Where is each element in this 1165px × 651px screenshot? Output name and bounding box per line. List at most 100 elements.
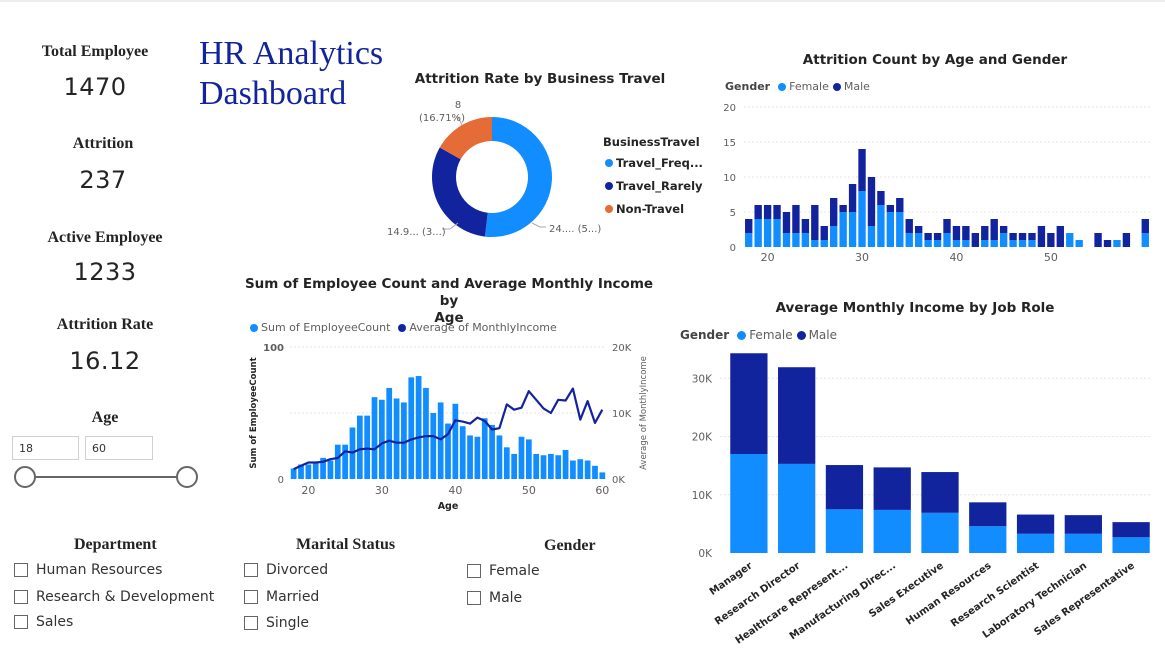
bar-male[interactable] xyxy=(773,205,781,219)
bar-employee-count[interactable] xyxy=(408,377,415,479)
bar-male[interactable] xyxy=(905,219,913,233)
bar-employee-count[interactable] xyxy=(599,472,606,479)
bar-employee-count[interactable] xyxy=(577,459,584,479)
bar-female[interactable] xyxy=(873,509,911,553)
bar-female[interactable] xyxy=(820,240,828,247)
bar-female[interactable] xyxy=(1018,240,1027,247)
bar-employee-count[interactable] xyxy=(533,453,540,479)
bar-female[interactable] xyxy=(730,454,768,553)
department-option-sales[interactable]: Sales xyxy=(14,614,73,630)
bar-employee-count[interactable] xyxy=(386,387,393,479)
bar-female[interactable] xyxy=(763,219,772,247)
bar-male[interactable] xyxy=(825,465,864,510)
age-slider-max-handle[interactable] xyxy=(176,466,198,488)
bar-female[interactable] xyxy=(886,212,895,247)
bar-male[interactable] xyxy=(971,233,980,247)
bar-employee-count[interactable] xyxy=(290,468,297,479)
bar-female[interactable] xyxy=(745,233,753,247)
donut-slice[interactable] xyxy=(484,117,552,237)
bar-female[interactable] xyxy=(962,240,970,247)
donut-legend-item[interactable]: Travel_Freq... xyxy=(603,156,703,170)
bar-male[interactable] xyxy=(839,205,847,212)
bar-female[interactable] xyxy=(782,233,791,247)
legend-label-male[interactable]: Male xyxy=(843,80,870,93)
bar-male[interactable] xyxy=(782,212,791,233)
bar-female[interactable] xyxy=(825,509,864,553)
bar-male[interactable] xyxy=(820,226,828,240)
bar-male[interactable] xyxy=(877,191,885,205)
donut-slice[interactable] xyxy=(432,147,488,237)
bar-employee-count[interactable] xyxy=(356,415,363,479)
bar-employee-count[interactable] xyxy=(430,413,437,479)
bar-employee-count[interactable] xyxy=(320,457,326,479)
bar-female[interactable] xyxy=(981,240,989,247)
bar-male[interactable] xyxy=(886,205,895,212)
bar-employee-count[interactable] xyxy=(423,387,429,479)
bar-male[interactable] xyxy=(981,226,989,240)
bar-male[interactable] xyxy=(921,472,959,513)
bar-employee-count[interactable] xyxy=(584,460,591,479)
bar-female[interactable] xyxy=(999,233,1008,247)
bar-female[interactable] xyxy=(877,205,885,247)
checkbox-icon[interactable] xyxy=(467,591,481,605)
bar-female[interactable] xyxy=(1113,240,1121,247)
bar-female[interactable] xyxy=(1009,240,1017,247)
marital-option-married[interactable]: Married xyxy=(244,589,319,605)
donut-legend-item[interactable]: Travel_Rarely xyxy=(603,179,703,193)
bar-female[interactable] xyxy=(839,212,847,247)
bar-male[interactable] xyxy=(1064,515,1102,534)
bar-male[interactable] xyxy=(962,226,970,240)
bar-employee-count[interactable] xyxy=(562,449,569,479)
bar-male[interactable] xyxy=(1141,219,1149,233)
legend-label-employee-count[interactable]: Sum of EmployeeCount xyxy=(261,321,391,334)
bar-male[interactable] xyxy=(763,205,772,219)
bar-employee-count[interactable] xyxy=(312,461,319,479)
bar-female[interactable] xyxy=(830,226,838,247)
bar-male[interactable] xyxy=(943,219,951,233)
bar-male[interactable] xyxy=(990,219,998,240)
marital-option-divorced[interactable]: Divorced xyxy=(244,562,328,578)
bar-male[interactable] xyxy=(1016,514,1055,534)
age-max-input[interactable]: 60 xyxy=(85,436,153,460)
bar-employee-count[interactable] xyxy=(570,460,576,479)
legend-label-male[interactable]: Male xyxy=(808,328,838,342)
bar-male[interactable] xyxy=(969,502,1007,527)
bar-female[interactable] xyxy=(1028,240,1036,247)
bar-male[interactable] xyxy=(1103,240,1112,247)
bar-employee-count[interactable] xyxy=(437,402,444,479)
bar-female[interactable] xyxy=(1141,233,1149,247)
bar-female[interactable] xyxy=(858,191,866,247)
bar-employee-count[interactable] xyxy=(378,399,385,479)
bar-female[interactable] xyxy=(896,212,904,247)
bar-female[interactable] xyxy=(1064,533,1102,553)
bar-male[interactable] xyxy=(999,226,1008,233)
bar-employee-count[interactable] xyxy=(334,444,341,479)
bar-female[interactable] xyxy=(778,463,816,553)
bar-male[interactable] xyxy=(896,198,904,212)
bar-male[interactable] xyxy=(1047,233,1055,247)
bar-employee-count[interactable] xyxy=(393,398,400,479)
bar-male[interactable] xyxy=(730,353,768,454)
gender-option-male[interactable]: Male xyxy=(467,590,522,606)
bar-male[interactable] xyxy=(1056,226,1064,247)
bar-employee-count[interactable] xyxy=(415,376,422,479)
bar-male[interactable] xyxy=(1009,233,1017,240)
legend-label-monthly-income[interactable]: Average of MonthlyIncome xyxy=(409,321,557,334)
bar-female[interactable] xyxy=(1075,240,1083,247)
bar-employee-count[interactable] xyxy=(474,436,481,479)
bar-female[interactable] xyxy=(969,526,1007,553)
bar-female[interactable] xyxy=(905,233,913,247)
bar-employee-count[interactable] xyxy=(364,415,371,479)
bar-male[interactable] xyxy=(801,219,810,233)
line-monthly-income[interactable] xyxy=(293,387,604,471)
age-slider-track[interactable] xyxy=(25,476,187,478)
bar-female[interactable] xyxy=(1016,533,1055,553)
bar-employee-count[interactable] xyxy=(371,397,378,479)
checkbox-icon[interactable] xyxy=(244,616,258,630)
bar-employee-count[interactable] xyxy=(525,439,532,479)
checkbox-icon[interactable] xyxy=(14,563,28,577)
checkbox-icon[interactable] xyxy=(14,590,28,604)
marital-option-single[interactable]: Single xyxy=(244,615,309,631)
bar-employee-count[interactable] xyxy=(342,444,348,479)
age-min-input[interactable]: 18 xyxy=(12,436,79,460)
